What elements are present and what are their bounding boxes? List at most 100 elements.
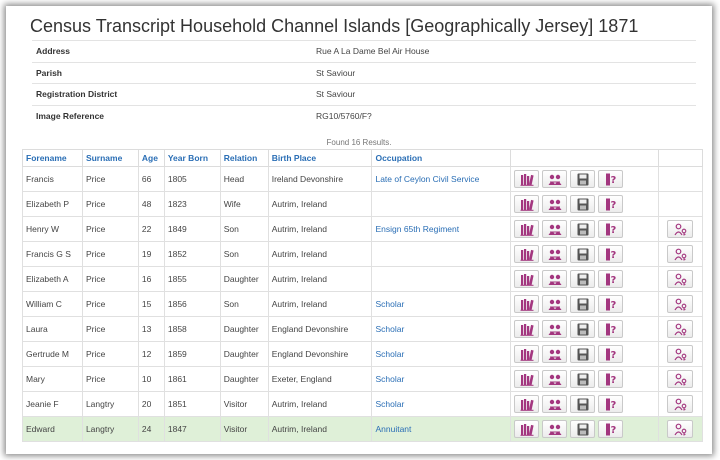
cell-age: 12 [137,341,165,367]
save-record-button[interactable] [570,370,596,388]
view-records-button[interactable] [514,195,540,213]
view-household-button[interactable] [542,345,568,363]
help-button[interactable]: ? [598,220,624,238]
column-header-surname[interactable]: Surname [81,149,139,167]
save-record-button[interactable] [570,220,596,238]
occupation-link[interactable]: Annuitant [375,424,412,434]
books-icon [520,174,534,186]
cell-extra [657,241,704,267]
cell-year-born: 1855 [163,266,221,292]
person-key-icon [674,323,687,336]
save-record-button[interactable] [570,420,596,438]
question-icon: ? [606,273,617,286]
help-button[interactable]: ? [598,395,624,413]
occupation-link[interactable]: Scholar [375,299,405,309]
view-records-button[interactable] [514,170,540,188]
column-header-relation[interactable]: Relation [219,149,269,167]
cell-year-born: 1856 [163,291,221,317]
person-link-button[interactable] [667,220,694,238]
person-link-button[interactable] [667,395,694,413]
person-link-button[interactable] [667,420,694,438]
view-records-button[interactable] [514,345,540,363]
save-record-button[interactable] [570,395,596,413]
column-header-age[interactable]: Age [137,149,165,167]
table-header-row: Forename Surname Age Year Born Relation … [22,149,704,167]
view-records-button[interactable] [514,395,540,413]
cell-birth-place: Exeter, England [267,366,373,392]
save-record-button[interactable] [570,295,596,313]
cell-extra [657,191,704,217]
occupation-link[interactable]: Scholar [375,399,405,409]
results-body: Francis Price 66 1805 Head Ireland Devon… [22,166,704,442]
save-record-button[interactable] [570,320,596,338]
cell-extra [657,216,704,242]
view-records-button[interactable] [514,295,540,313]
person-link-button[interactable] [667,270,694,288]
view-records-button[interactable] [514,320,540,338]
help-button[interactable]: ? [598,345,624,363]
occupation-link[interactable]: Late of Ceylon Civil Service [375,174,480,184]
cell-surname: Price [81,216,139,242]
people-icon [548,174,562,185]
info-label: Image Reference [36,110,105,121]
view-household-button[interactable] [542,395,568,413]
help-button[interactable]: ? [598,370,624,388]
person-link-button[interactable] [667,320,694,338]
cell-actions: ? [510,291,659,317]
person-link-button[interactable] [667,345,694,363]
view-records-button[interactable] [514,420,540,438]
view-household-button[interactable] [542,295,568,313]
view-household-button[interactable] [542,420,568,438]
view-household-button[interactable] [542,245,568,263]
help-button[interactable]: ? [598,245,624,263]
help-button[interactable]: ? [598,320,624,338]
people-icon [548,399,562,410]
help-button[interactable]: ? [598,270,624,288]
person-key-icon [674,373,687,386]
column-header-forename[interactable]: Forename [22,149,83,167]
person-link-button[interactable] [667,370,694,388]
help-button[interactable]: ? [598,170,624,188]
save-record-button[interactable] [570,170,596,188]
view-household-button[interactable] [542,270,568,288]
view-records-button[interactable] [514,370,540,388]
info-value: St Saviour [316,89,356,100]
save-record-button[interactable] [570,195,596,213]
view-household-button[interactable] [542,370,568,388]
info-label: Registration District [36,89,118,100]
cell-actions: ? [510,391,659,417]
cell-relation: Daughter [219,266,269,292]
save-record-button[interactable] [570,345,596,363]
cell-relation: Wife [219,191,269,217]
view-records-button[interactable] [514,270,540,288]
view-household-button[interactable] [542,320,568,338]
cell-surname: Price [81,266,139,292]
person-link-button[interactable] [667,295,694,313]
column-header-birth-place[interactable]: Birth Place [267,149,373,167]
occupation-link[interactable]: Scholar [375,374,405,384]
view-records-button[interactable] [514,220,540,238]
cell-forename: Edward [22,416,83,442]
table-row: Laura Price 13 1858 Daughter England Dev… [22,316,704,342]
cell-extra [657,341,704,367]
save-record-button[interactable] [570,245,596,263]
occupation-link[interactable]: Ensign 65th Regiment [375,224,460,234]
occupation-link[interactable]: Scholar [375,324,405,334]
occupation-link[interactable]: Scholar [375,349,405,359]
column-header-year-born[interactable]: Year Born [163,149,221,167]
cell-year-born: 1859 [163,341,221,367]
person-link-button[interactable] [667,245,694,263]
view-records-button[interactable] [514,245,540,263]
info-row-parish: Parish St Saviour [32,61,696,84]
cell-actions: ? [510,416,659,442]
save-disk-icon [577,298,589,311]
help-button[interactable]: ? [598,420,624,438]
cell-birth-place: Autrim, Ireland [267,216,373,242]
view-household-button[interactable] [542,195,568,213]
view-household-button[interactable] [542,170,568,188]
help-button[interactable]: ? [598,295,624,313]
column-header-occupation[interactable]: Occupation [371,149,512,167]
help-button[interactable]: ? [598,195,624,213]
save-record-button[interactable] [570,270,596,288]
view-household-button[interactable] [542,220,568,238]
